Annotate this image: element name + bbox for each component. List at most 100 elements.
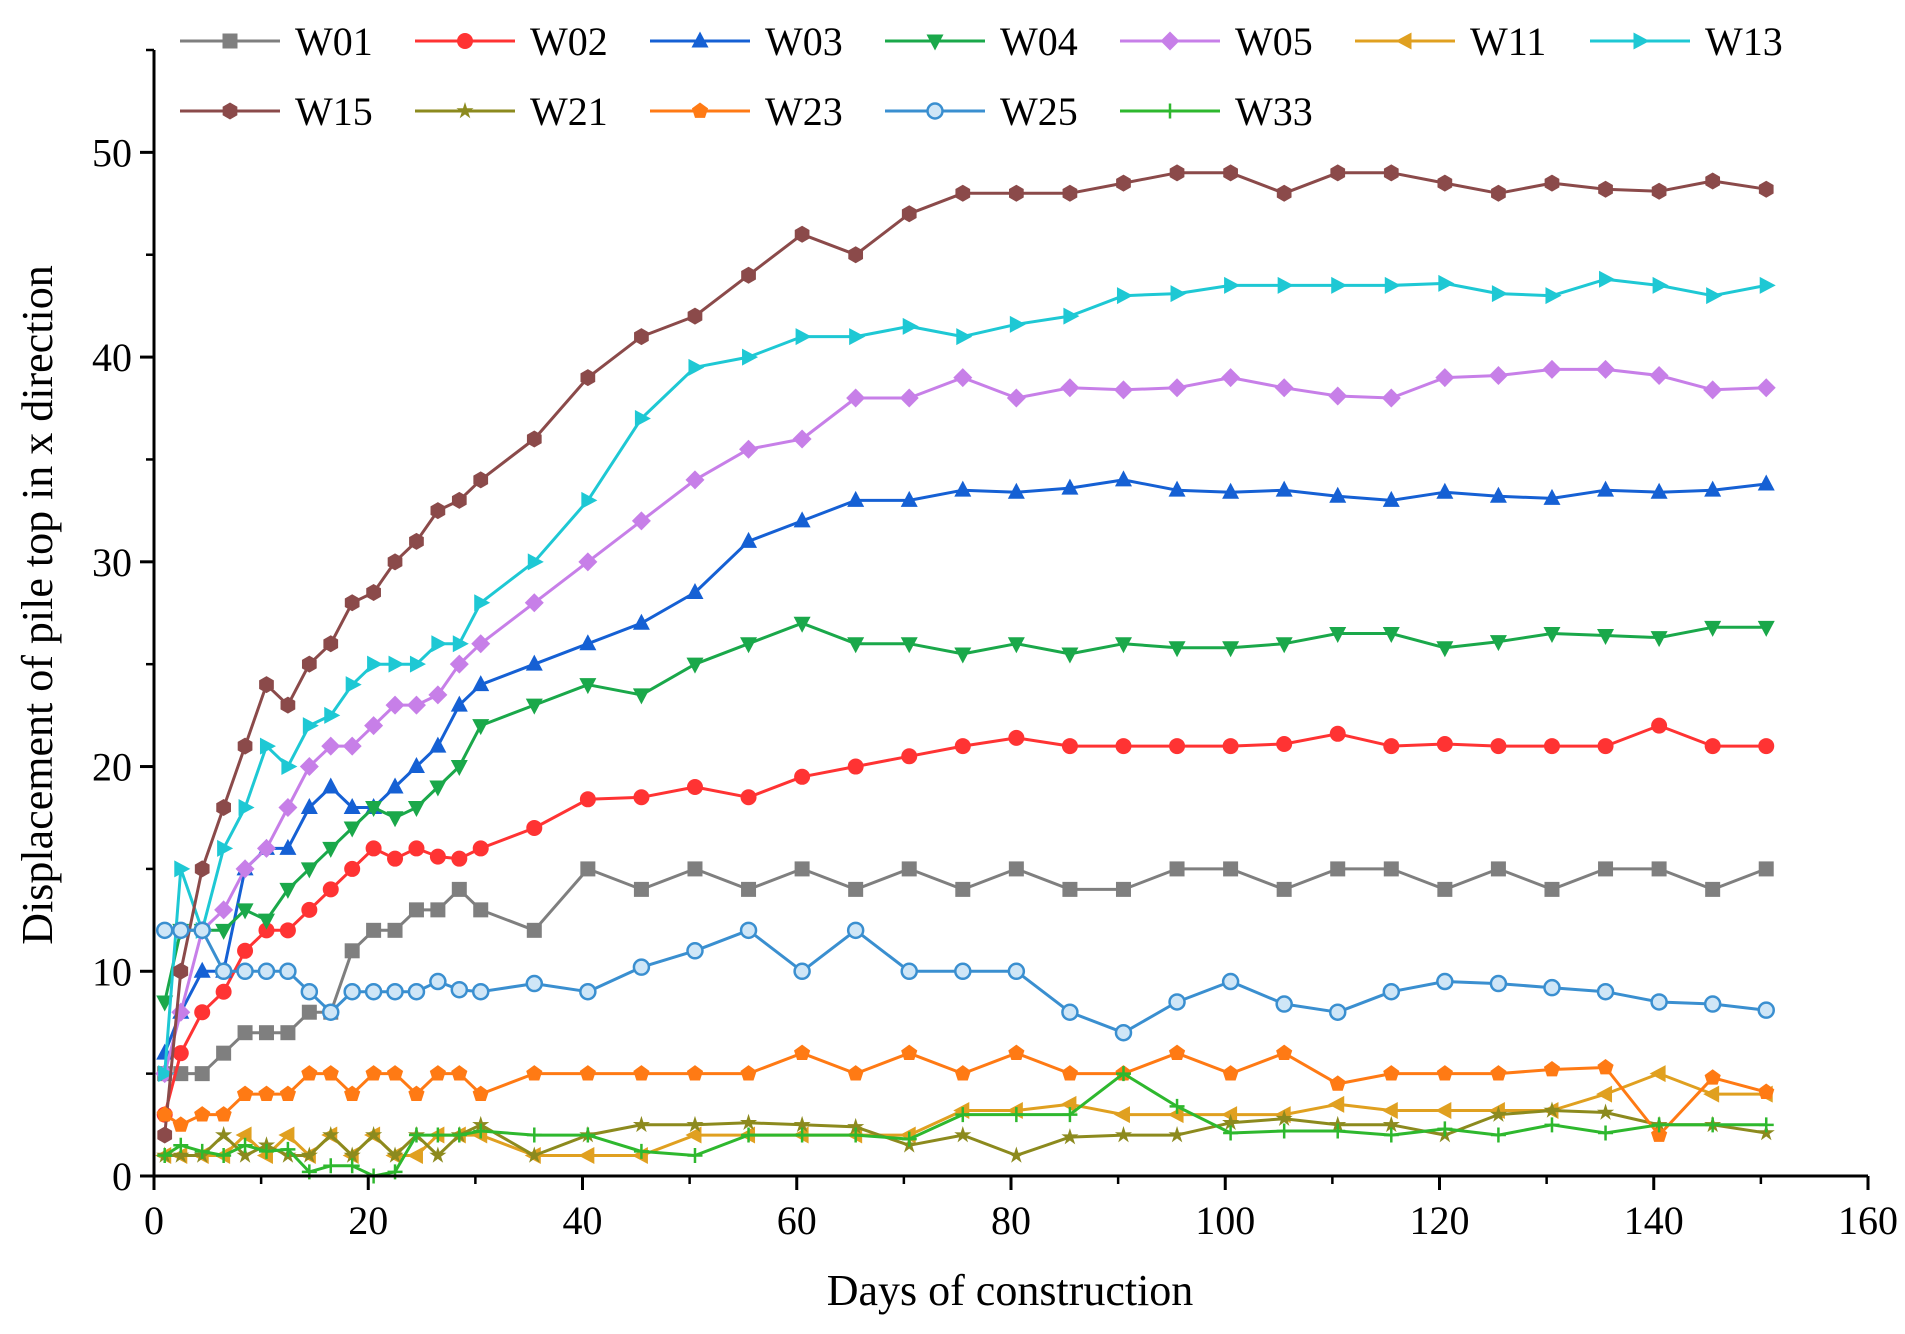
data-point — [900, 490, 918, 507]
data-point — [1704, 738, 1721, 755]
data-point — [406, 1147, 423, 1165]
data-point — [215, 923, 233, 940]
data-point — [235, 859, 255, 879]
data-point — [406, 695, 426, 715]
data-point — [1276, 184, 1292, 202]
data-point — [899, 1126, 916, 1144]
data-point — [1759, 276, 1776, 294]
data-point — [1168, 1126, 1186, 1143]
data-point — [321, 736, 341, 756]
legend-label: W13 — [1705, 19, 1783, 64]
data-point — [1169, 1098, 1185, 1114]
data-point — [1382, 626, 1400, 643]
data-point — [1167, 1106, 1184, 1124]
data-point — [324, 706, 341, 724]
data-point — [1329, 1075, 1346, 1091]
data-point — [580, 861, 596, 877]
data-point — [687, 1148, 703, 1164]
data-point — [632, 613, 650, 630]
data-point — [343, 821, 361, 838]
x-tick-label: 160 — [1838, 1198, 1898, 1243]
data-point — [793, 511, 811, 528]
data-point — [525, 974, 544, 993]
data-point — [1170, 285, 1187, 303]
data-point — [1328, 386, 1348, 406]
data-point — [1007, 637, 1025, 654]
legend-label: W25 — [1000, 89, 1078, 134]
axes-layer: 0 20 40 60 80 100 120 140 160 0 10 20 30 40 50 — [92, 48, 1898, 1243]
data-point — [258, 1085, 275, 1101]
series-w23 — [156, 1044, 1775, 1142]
legend-marker — [1162, 103, 1178, 119]
data-point — [407, 982, 426, 1001]
data-point — [216, 798, 231, 816]
series-line — [163, 621, 1767, 1003]
data-point — [158, 1065, 175, 1083]
data-point — [526, 1127, 542, 1143]
data-point — [365, 800, 383, 817]
data-point — [1114, 1023, 1133, 1042]
data-point — [793, 1115, 811, 1133]
data-point — [1384, 276, 1401, 294]
data-point — [686, 1065, 704, 1081]
data-point — [1437, 881, 1453, 897]
data-point — [194, 860, 210, 878]
data-point — [366, 584, 381, 602]
data-point — [172, 921, 190, 940]
data-point — [633, 881, 649, 897]
data-point — [1007, 482, 1025, 499]
data-point — [633, 1143, 649, 1159]
y-axis-label: Displacement of pile top in x direction — [13, 265, 62, 944]
data-point — [279, 962, 297, 981]
data-point — [1490, 1127, 1506, 1143]
data-point — [155, 921, 174, 940]
data-point — [429, 972, 447, 991]
data-point — [429, 848, 446, 865]
data-point — [344, 594, 360, 612]
data-point — [580, 369, 596, 387]
data-point — [1331, 276, 1348, 294]
data-point — [740, 789, 757, 806]
series-w33 — [157, 1066, 1774, 1184]
data-point — [1115, 1066, 1131, 1082]
data-point — [1060, 378, 1080, 398]
data-point — [848, 881, 864, 897]
data-point — [687, 307, 703, 325]
data-point — [1757, 474, 1775, 491]
data-point — [525, 654, 543, 671]
data-point — [1008, 729, 1025, 746]
data-point — [237, 942, 254, 959]
data-point — [1061, 647, 1079, 664]
data-point — [1649, 366, 1669, 386]
data-point — [215, 983, 232, 1000]
data-point — [1758, 1083, 1775, 1099]
legend-item: W02 — [415, 19, 608, 64]
data-point — [452, 635, 469, 653]
data-point — [1275, 1109, 1293, 1126]
data-point — [1652, 276, 1669, 294]
data-point — [1704, 620, 1722, 637]
series-line — [163, 171, 1767, 1136]
data-point — [429, 780, 447, 797]
data-point — [343, 797, 361, 814]
data-point — [279, 922, 296, 939]
data-point — [632, 688, 650, 705]
data-point — [1598, 1125, 1614, 1141]
data-point — [322, 841, 340, 858]
series-w01 — [157, 861, 1774, 1082]
data-point — [1276, 736, 1293, 753]
data-point — [1704, 1069, 1721, 1085]
data-point — [366, 922, 382, 938]
data-point — [344, 1158, 360, 1174]
data-point — [259, 676, 274, 694]
data-point — [1488, 366, 1508, 386]
series-w02 — [156, 717, 1775, 1123]
data-point — [343, 1146, 361, 1163]
data-point — [450, 760, 468, 777]
data-point — [1599, 270, 1616, 288]
data-point — [686, 583, 704, 600]
data-point — [1276, 1123, 1292, 1139]
data-point — [1705, 1117, 1721, 1133]
data-point — [1277, 276, 1294, 294]
data-point — [1062, 1107, 1078, 1123]
